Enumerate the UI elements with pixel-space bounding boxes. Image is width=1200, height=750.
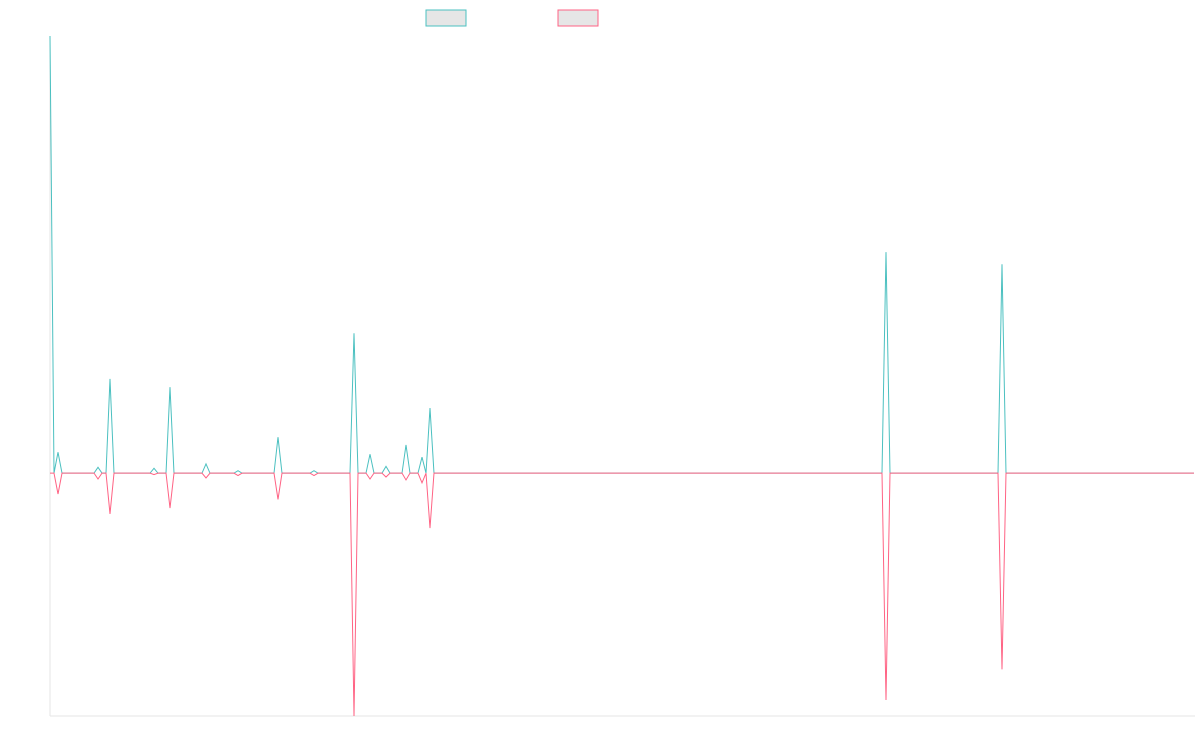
legend-swatch[interactable] xyxy=(425,9,467,27)
legend-swatch[interactable] xyxy=(557,9,599,27)
series-line xyxy=(49,35,1194,474)
series-line xyxy=(50,472,1194,717)
